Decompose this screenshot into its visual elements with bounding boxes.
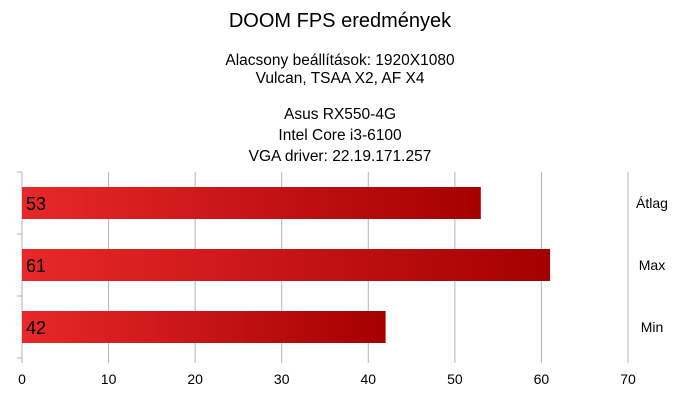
bar-value-label: 61 [26,256,46,276]
chart-subtitle-line: Intel Core i3-6100 [278,127,402,144]
x-tick-label: 20 [187,371,203,387]
category-label: Átlag [636,195,668,211]
bar-1 [22,187,481,219]
chart-title: DOOM FPS eredmények [228,10,452,32]
bar-3 [22,311,386,343]
x-tick-label: 0 [18,371,26,387]
category-label: Min [641,319,664,335]
category-label: Max [639,257,665,273]
chart-subtitle-line: VGA driver: 22.19.171.257 [248,148,432,165]
chart-subtitle-line: Asus RX550-4G [284,106,396,123]
bar-2 [22,249,551,281]
x-tick-label: 60 [534,371,550,387]
chart-subtitle-line: Vulcan, TSAA X2, AF X4 [255,70,425,87]
bar-value-label: 53 [26,194,46,214]
x-tick-label: 30 [274,371,290,387]
chart-subtitle-line: Alacsony beállítások: 1920X1080 [225,52,455,69]
bar-value-label: 42 [26,318,46,338]
x-tick-label: 50 [447,371,463,387]
x-tick-label: 70 [620,371,636,387]
x-tick-label: 10 [101,371,117,387]
x-tick-label: 40 [360,371,376,387]
